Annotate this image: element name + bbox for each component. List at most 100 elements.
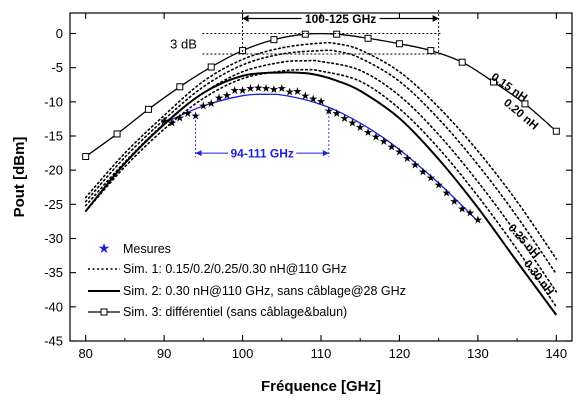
sim3-square-marker (113, 130, 121, 138)
mesures-star-marker: ★ (277, 83, 287, 95)
legend-item-sim2: Sim. 2: 0.30 nH@110 GHz, sans câblage@28… (88, 284, 406, 298)
legend-label-sim3: Sim. 3: différentiel (sans câblage&balun… (123, 305, 347, 319)
y-tick-label: -20 (44, 163, 63, 178)
arrowhead-right (432, 14, 439, 22)
sim3-square-marker (458, 58, 466, 66)
mesures-star-marker: ★ (261, 83, 271, 95)
label-3db: 3 dB (170, 36, 197, 51)
legend-label-mesures: Mesures (123, 242, 171, 256)
y-tick-label: -35 (44, 265, 63, 280)
sim1-curve-0-15-nH (84, 41, 558, 260)
mesures-star-marker: ★ (253, 82, 263, 94)
mesures-star-marker: ★ (457, 203, 467, 215)
mesures-star-marker: ★ (355, 122, 365, 134)
sim3-square-marker (364, 34, 372, 42)
x-tick-label: 120 (389, 346, 411, 361)
mesures-star-marker: ★ (175, 113, 185, 125)
mesures-star-marker: ★ (206, 98, 216, 110)
legend-item-sim3: Sim. 3: différentiel (sans câblage&balun… (88, 305, 347, 319)
mesures-star-marker: ★ (465, 208, 475, 220)
sim3-square-marker (301, 30, 309, 38)
mesures-star-marker: ★ (395, 147, 405, 159)
x-axis-title: Fréquence [GHz] (261, 378, 381, 395)
sim3-square-marker (427, 47, 435, 55)
band-label-100-125: 100-125 GHz (305, 12, 376, 26)
mesures-star-marker: ★ (410, 160, 420, 172)
mesures-star-marker: ★ (402, 153, 412, 165)
sim3-square-marker (333, 30, 341, 38)
sim1-curve-0-20-nH (84, 49, 558, 275)
sim3-curve (85, 32, 557, 158)
blue-band-label-94-111: 94-111 GHz (230, 147, 293, 161)
mesures-star-marker: ★ (387, 141, 397, 153)
axis-ticks: 80 90 100 110 120 130 140 0 -5 -10 -15 -20 -25 -30 -35… (44, 13, 572, 361)
mesures-star-marker: ★ (269, 84, 279, 96)
legend-star-icon: ★ (98, 240, 111, 256)
y-tick-label: -5 (51, 60, 63, 75)
legend: ★ Mesures Sim. 1: 0.15/0.2/0.25/0.30 nH@… (88, 240, 406, 319)
x-tick-label: 110 (311, 346, 332, 361)
mesures-star-marker: ★ (340, 113, 350, 125)
mesures-star-marker: ★ (308, 93, 318, 105)
blue-arrowhead-left (195, 150, 202, 157)
legend-item-mesures: ★ Mesures (98, 240, 171, 256)
y-tick-label: -30 (44, 231, 63, 246)
legend-label-sim2: Sim. 2: 0.30 nH@110 GHz, sans câblage@28… (123, 284, 406, 298)
mesures-star-marker: ★ (316, 96, 326, 108)
mesures-star-marker: ★ (434, 180, 444, 192)
sim1-curve-0-30-nH (84, 68, 558, 308)
sim2-curve (84, 71, 558, 316)
mesures-star-marker: ★ (426, 173, 436, 185)
sim3-square-marker (270, 36, 278, 44)
x-tick-label: 100 (232, 346, 254, 361)
x-tick-label: 90 (157, 346, 171, 361)
mesures-star-marker: ★ (285, 87, 295, 99)
x-tick-label: 80 (78, 346, 92, 361)
arrowhead-left (242, 14, 249, 22)
curves: ★★★★★★★★★★★★★★★★★★★★★★★★★★★★★★★★★★★★★★★★… (82, 30, 560, 316)
y-tick-label: -10 (44, 94, 63, 109)
mesures-star-marker: ★ (159, 115, 169, 127)
mesures-star-marker: ★ (418, 167, 428, 179)
mesures-star-marker: ★ (442, 188, 452, 200)
mesures-star-marker: ★ (363, 127, 373, 139)
sim3-square-marker (552, 127, 560, 135)
mesures-star-marker: ★ (167, 117, 177, 129)
mesures-star-marker: ★ (214, 93, 224, 105)
mesures-star-marker: ★ (473, 214, 483, 226)
legend-item-sim1: Sim. 1: 0.15/0.2/0.25/0.30 nH@110 GHz (88, 262, 347, 276)
mesures-star-marker: ★ (238, 85, 248, 97)
y-tick-label: -40 (44, 299, 63, 314)
sim3-square-marker (144, 105, 152, 113)
y-axis-title: Pout [dBm] (11, 137, 28, 218)
mesures-star-marker: ★ (245, 83, 255, 95)
sim3-square-marker (490, 78, 498, 86)
y-tick-label: -25 (44, 197, 63, 212)
mesures-star-marker: ★ (449, 196, 459, 208)
mesures-star-marker: ★ (222, 90, 232, 102)
mesures-star-marker: ★ (324, 106, 334, 118)
legend-label-sim1: Sim. 1: 0.15/0.2/0.25/0.30 nH@110 GHz (123, 262, 347, 276)
mesures-star-marker: ★ (300, 91, 310, 103)
mesures-star-marker: ★ (332, 108, 342, 120)
sim3-square-marker (207, 63, 215, 71)
y-tick-label: -15 (44, 129, 63, 144)
mesures-star-marker: ★ (198, 100, 208, 112)
mesures-star-marker: ★ (371, 132, 381, 144)
mesures-star-marker: ★ (183, 108, 193, 120)
mesures-star-marker: ★ (293, 86, 303, 98)
mesures-star-marker: ★ (230, 85, 240, 97)
sim3-square-marker (521, 100, 529, 108)
mesures-star-marker: ★ (347, 117, 357, 129)
x-tick-label: 130 (467, 346, 489, 361)
x-tick-label: 140 (545, 346, 567, 361)
sim3-square-marker (176, 83, 184, 91)
blue-arrowhead-right (322, 150, 329, 157)
mesures-fit-curve (163, 93, 479, 222)
y-tick-label: 0 (56, 26, 63, 41)
mesures-star-marker: ★ (379, 136, 389, 148)
y-tick-label: -45 (44, 334, 63, 349)
sim3-square-marker (395, 40, 403, 48)
